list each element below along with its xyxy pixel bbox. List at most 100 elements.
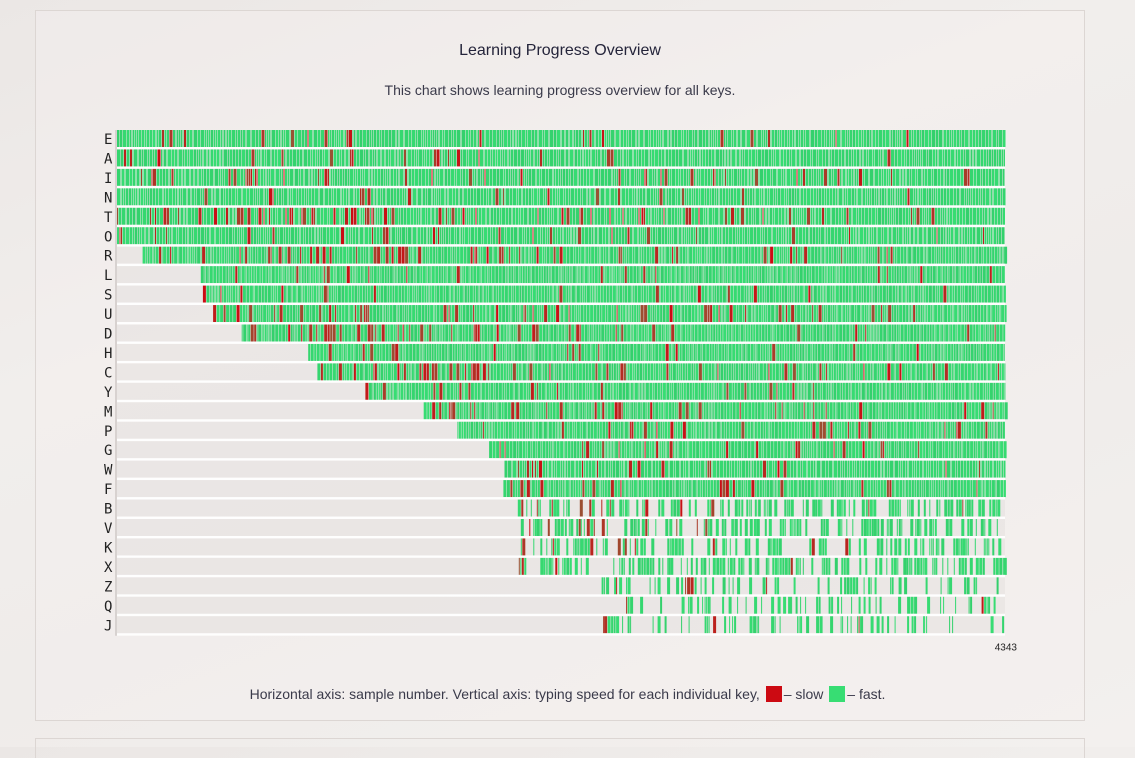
sample-stripe <box>682 188 684 205</box>
sample-stripe <box>139 188 140 205</box>
sample-stripe <box>139 130 142 147</box>
sample-stripe <box>456 188 458 205</box>
sample-stripe <box>549 169 552 186</box>
sample-stripe <box>809 305 812 322</box>
sample-stripe <box>494 422 497 439</box>
sample-stripe <box>977 149 980 166</box>
sample-stripe <box>465 208 466 225</box>
sample-stripe <box>467 247 470 264</box>
row-separator <box>117 283 1005 285</box>
sample-stripe <box>417 149 419 166</box>
sample-stripe <box>668 227 670 244</box>
sample-stripe <box>449 188 452 205</box>
sample-stripe <box>313 325 316 342</box>
sample-stripe <box>973 149 974 166</box>
sample-stripe <box>814 169 816 186</box>
sample-stripe <box>652 247 655 264</box>
sample-stripe <box>172 247 174 264</box>
sample-stripe <box>666 305 669 322</box>
sample-stripe <box>836 208 839 225</box>
sample-stripe <box>494 383 495 400</box>
sample-stripe <box>231 169 233 186</box>
sample-stripe <box>698 130 699 147</box>
sample-stripe <box>972 286 974 303</box>
sample-stripe <box>655 247 658 264</box>
sample-stripe <box>582 363 585 380</box>
sample-stripe <box>963 344 965 361</box>
sample-stripe <box>623 422 624 439</box>
sample-stripe <box>225 247 227 264</box>
sample-stripe <box>309 130 312 147</box>
sample-stripe <box>967 266 969 283</box>
sample-stripe <box>335 247 338 264</box>
sample-stripe <box>330 149 333 166</box>
sample-stripe <box>224 305 226 322</box>
sample-stripe <box>389 227 390 244</box>
sample-stripe <box>544 305 547 322</box>
sample-stripe <box>924 344 926 361</box>
sample-stripe <box>882 266 883 283</box>
sample-stripe <box>408 188 411 205</box>
sample-stripe <box>811 325 813 342</box>
sample-stripe <box>570 286 571 303</box>
sample-stripe <box>357 208 359 225</box>
sample-stripe <box>444 402 447 419</box>
sample-stripe <box>599 130 602 147</box>
sample-stripe <box>445 363 446 380</box>
sample-stripe <box>652 149 655 166</box>
sample-stripe <box>761 402 764 419</box>
sample-stripe <box>689 188 692 205</box>
sample-stripe <box>543 130 545 147</box>
sample-stripe <box>953 208 956 225</box>
sample-stripe <box>612 325 615 342</box>
sample-stripe <box>207 227 209 244</box>
sample-stripe <box>668 208 671 225</box>
sample-stripe <box>569 169 570 186</box>
sample-stripe <box>225 169 228 186</box>
sample-stripe <box>374 325 375 342</box>
sample-stripe <box>412 130 415 147</box>
sample-stripe <box>192 227 194 244</box>
sample-stripe <box>351 344 353 361</box>
sample-stripe <box>383 383 386 400</box>
sample-stripe <box>690 286 693 303</box>
sample-stripe <box>977 227 980 244</box>
sample-stripe <box>882 188 885 205</box>
sample-stripe <box>839 208 841 225</box>
heatmap-row-i: I <box>104 169 1005 188</box>
sample-stripe <box>163 227 166 244</box>
sample-stripe <box>737 208 739 225</box>
sample-stripe <box>849 266 851 283</box>
sample-stripe <box>657 208 658 225</box>
sample-stripe <box>471 383 474 400</box>
sample-stripe <box>873 149 875 166</box>
sample-stripe <box>393 266 394 283</box>
sample-stripe <box>956 325 957 342</box>
sample-stripe <box>978 286 981 303</box>
sample-stripe <box>1003 402 1004 419</box>
sample-stripe <box>621 208 622 225</box>
sample-stripe <box>386 169 388 186</box>
sample-stripe <box>399 130 400 147</box>
sample-stripe <box>463 227 465 244</box>
sample-stripe <box>710 247 712 264</box>
sample-stripe <box>201 247 202 264</box>
sample-stripe <box>699 402 702 419</box>
sample-stripe <box>912 130 914 147</box>
sample-stripe <box>793 169 796 186</box>
sample-stripe <box>446 188 447 205</box>
sample-stripe <box>698 286 701 303</box>
sample-stripe <box>345 169 347 186</box>
sample-stripe <box>918 383 921 400</box>
sample-stripe <box>329 286 331 303</box>
sample-stripe <box>458 208 461 225</box>
sample-stripe <box>243 286 246 303</box>
sample-stripe <box>654 130 657 147</box>
sample-stripe <box>320 149 322 166</box>
sample-stripe <box>943 286 946 303</box>
sample-stripe <box>826 305 827 322</box>
sample-stripe <box>796 227 799 244</box>
sample-stripe <box>665 402 668 419</box>
sample-stripe <box>390 305 393 322</box>
sample-stripe <box>335 266 336 283</box>
